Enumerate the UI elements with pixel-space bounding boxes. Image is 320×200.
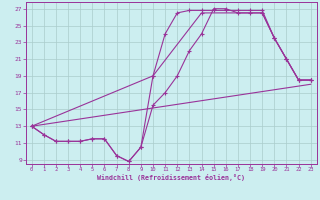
X-axis label: Windchill (Refroidissement éolien,°C): Windchill (Refroidissement éolien,°C): [97, 174, 245, 181]
